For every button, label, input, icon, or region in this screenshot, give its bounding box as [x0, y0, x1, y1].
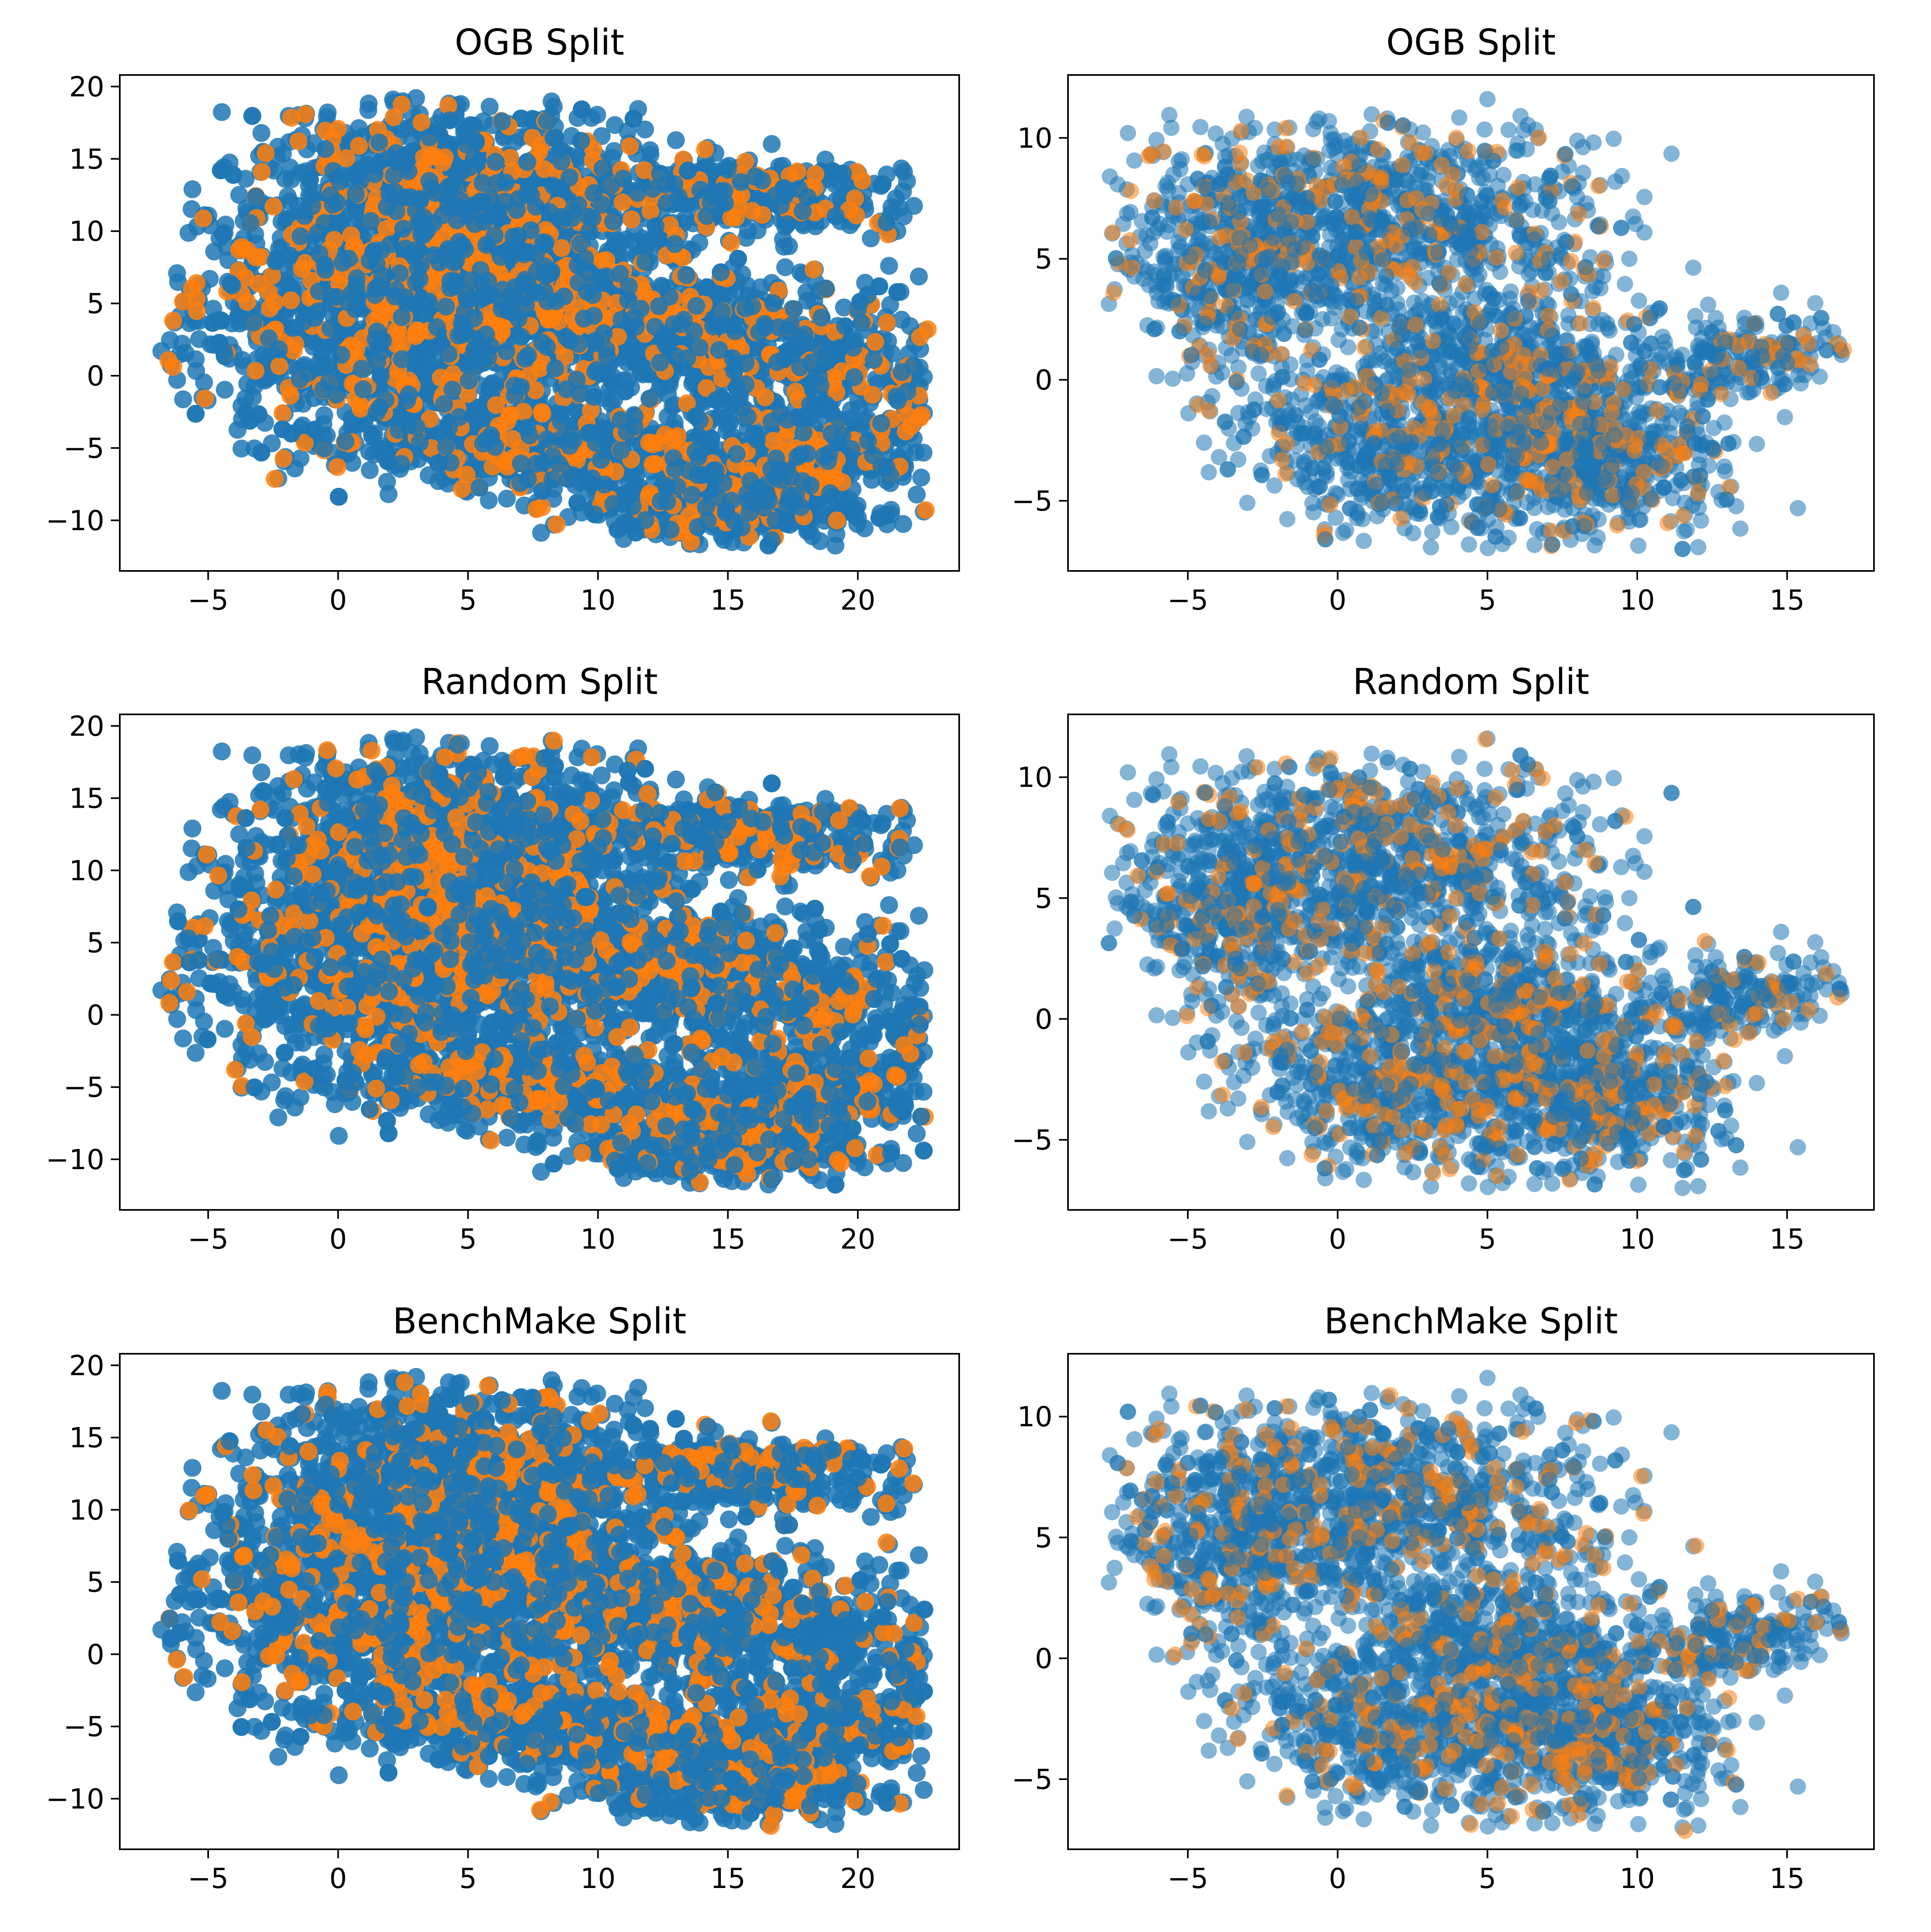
data-point	[751, 278, 770, 296]
data-point	[276, 170, 294, 188]
data-point	[183, 180, 202, 198]
data-point	[661, 376, 679, 394]
data-point	[912, 468, 930, 487]
data-point	[894, 183, 912, 201]
data-point	[827, 525, 846, 543]
data-point	[774, 230, 792, 249]
data-point	[749, 221, 767, 240]
data-point	[169, 273, 187, 291]
data-point	[622, 467, 641, 485]
data-point	[798, 292, 817, 310]
data-point	[399, 119, 417, 137]
data-point	[907, 485, 926, 504]
data-point	[498, 489, 516, 508]
data-point	[230, 186, 248, 204]
data-point	[363, 427, 382, 446]
data-point	[907, 443, 925, 461]
data-point	[667, 131, 685, 149]
data-point	[676, 209, 694, 227]
data-point	[365, 445, 383, 464]
data-point	[195, 373, 213, 392]
data-point	[213, 103, 231, 121]
data-point	[636, 234, 654, 252]
data-point	[905, 197, 923, 215]
data-point	[417, 361, 436, 379]
data-point	[892, 311, 911, 329]
data-point	[480, 97, 499, 116]
data-point	[532, 524, 550, 542]
data-point	[274, 145, 292, 163]
data-point	[879, 332, 897, 350]
data-point	[361, 461, 379, 479]
data-point	[232, 439, 251, 458]
data-point	[245, 377, 264, 395]
data-point	[636, 120, 654, 139]
data-point	[174, 390, 192, 408]
data-point	[506, 132, 524, 151]
data-point	[319, 104, 337, 121]
data-point	[350, 415, 368, 433]
data-point	[713, 527, 731, 545]
data-point	[359, 101, 377, 119]
data-point	[216, 381, 234, 399]
data-point	[605, 142, 623, 160]
data-point	[895, 163, 913, 181]
data-point	[910, 267, 928, 286]
data-point	[420, 466, 438, 485]
data-point	[894, 515, 912, 533]
data-point	[733, 265, 751, 283]
data-point	[205, 242, 223, 261]
data-point	[592, 127, 611, 145]
data-point	[173, 335, 191, 353]
point-layer	[152, 89, 937, 555]
data-point	[252, 124, 271, 142]
data-point	[846, 500, 865, 518]
data-point	[856, 519, 874, 538]
data-point	[835, 298, 853, 317]
data-point	[763, 135, 781, 153]
data-point	[719, 283, 738, 302]
data-point	[628, 356, 646, 374]
data-point	[291, 449, 310, 467]
data-point	[798, 522, 816, 540]
data-point	[776, 258, 794, 276]
data-point	[612, 247, 631, 266]
data-point	[480, 491, 498, 509]
